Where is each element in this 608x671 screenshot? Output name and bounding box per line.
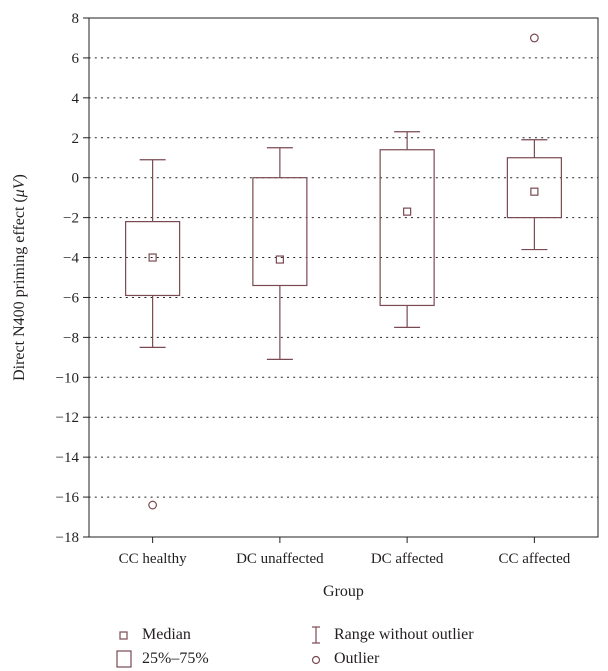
iqr-box <box>126 222 180 296</box>
y-tick-label: −16 <box>56 490 80 506</box>
y-axis-ticks: 8 6 4 2 0 −2 −4 −6 −8 −10 −12 −14 −16 −18 <box>56 11 89 546</box>
y-tick-label: −18 <box>56 530 79 546</box>
grid-lines <box>89 58 598 497</box>
x-tick-label: CC affected <box>498 551 570 567</box>
y-tick-label: −8 <box>63 330 79 346</box>
y-tick-label: −6 <box>63 290 79 306</box>
y-tick-label: −14 <box>56 450 80 466</box>
x-axis-title: Group <box>323 583 364 600</box>
x-tick-label: DC unaffected <box>236 551 324 567</box>
box-rectangle-icon <box>114 649 134 669</box>
y-tick-label: 4 <box>72 91 80 107</box>
x-tick-label: DC affected <box>371 551 444 567</box>
legend-label-median: Median <box>142 625 191 645</box>
x-axis-tick-labels: CC healthy DC unaffected DC affected CC aff… <box>119 537 571 567</box>
boxes <box>126 34 562 509</box>
iqr-box <box>253 178 307 286</box>
outlier-point <box>149 501 157 509</box>
plot-frame <box>89 18 598 537</box>
legend-label-outlier: Outlier <box>334 649 379 669</box>
y-tick-label: 2 <box>72 131 80 147</box>
box-group <box>126 160 180 509</box>
outlier-point <box>531 34 539 42</box>
median-marker <box>531 188 538 195</box>
y-tick-label: 0 <box>72 171 80 187</box>
y-tick-label: −12 <box>56 410 79 426</box>
box-group <box>253 148 307 360</box>
median-square-icon <box>114 625 134 645</box>
y-tick-label: 8 <box>72 11 80 27</box>
y-tick-label: −4 <box>63 251 79 267</box>
box-group <box>507 34 561 249</box>
box-plot-chart: 8 6 4 2 0 −2 −4 −6 −8 −10 −12 −14 −16 −18 CC healthy D… <box>0 0 608 610</box>
whisker-range-icon <box>306 625 326 645</box>
y-axis-title: Direct N400 priming effect (μV) <box>11 174 28 381</box>
median-marker <box>404 208 411 215</box>
y-tick-label: −2 <box>63 211 79 227</box>
y-axis-title-prefix: Direct N400 priming effect ( <box>11 197 28 381</box>
y-axis-title-suffix: ) <box>11 174 28 179</box>
legend-label-range: Range without outlier <box>334 625 474 645</box>
iqr-box <box>380 150 434 306</box>
x-tick-label: CC healthy <box>119 551 187 567</box>
outlier-circle-icon <box>306 649 326 669</box>
legend-label-box: 25%–75% <box>142 649 209 669</box>
y-tick-label: 6 <box>72 51 80 67</box>
y-tick-label: −10 <box>56 370 79 386</box>
box-group <box>380 132 434 328</box>
